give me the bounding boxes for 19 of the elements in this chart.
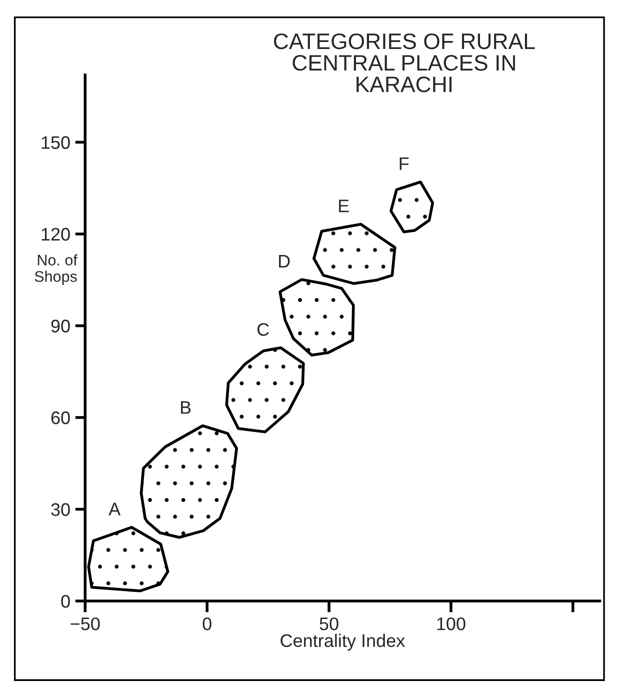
- x-axis-title: Centrality Index: [280, 634, 405, 651]
- y-tick-label: 30: [51, 503, 70, 516]
- y-tick-label: 60: [51, 411, 70, 424]
- y-tick-label: 0: [61, 594, 70, 608]
- x-tick-label: 100: [437, 617, 466, 630]
- series-label: A: [108, 502, 121, 516]
- series-label: F: [400, 157, 409, 170]
- series-label: B: [181, 401, 191, 414]
- series-label: E: [339, 200, 349, 212]
- x-tick-label: 0: [202, 617, 212, 630]
- chart-title: CATEGORIES OF RURAL CENTRAL PLACES IN KARACHI: [274, 33, 535, 92]
- series-label: D: [279, 255, 290, 268]
- y-tick-label: 120: [42, 228, 70, 241]
- x-tick-label: −50: [70, 617, 100, 630]
- y-tick-label: 90: [51, 320, 70, 332]
- y-axis-title: No. of Shops: [34, 254, 78, 285]
- y-tick-label: 150: [42, 136, 70, 149]
- series-label: C: [258, 323, 269, 336]
- x-tick-label: 50: [320, 617, 338, 630]
